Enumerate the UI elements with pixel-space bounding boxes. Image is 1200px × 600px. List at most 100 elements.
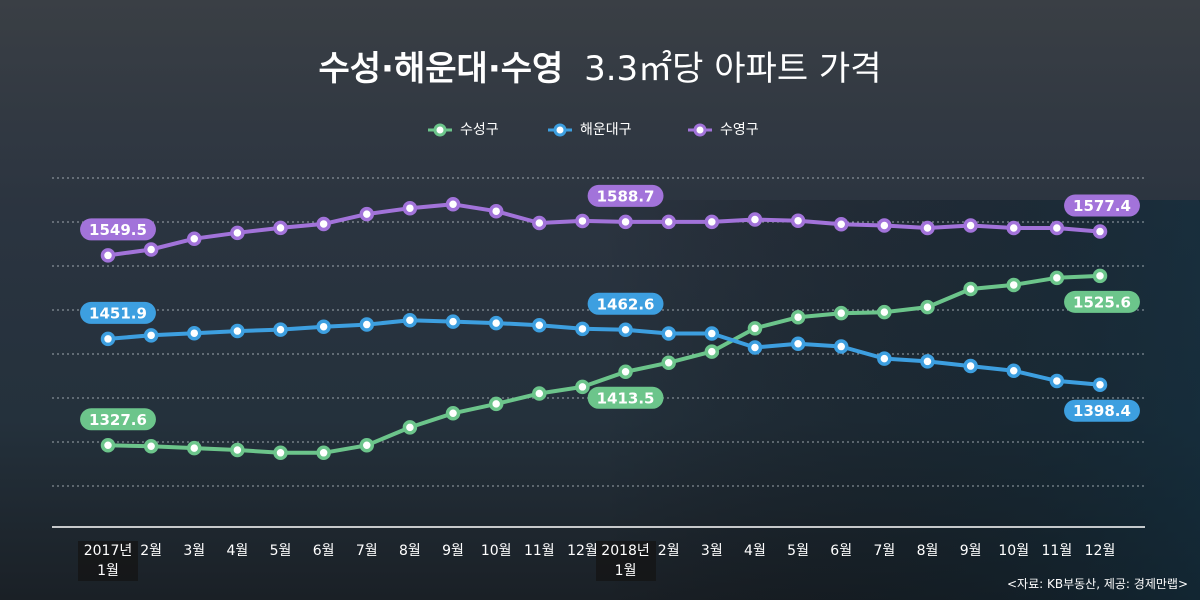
data-point bbox=[575, 321, 590, 337]
value-label-text: 1327.6 bbox=[89, 411, 147, 429]
legend-marker bbox=[433, 123, 447, 137]
legend-label: 수영구 bbox=[720, 122, 759, 138]
chart-title: 수성·해운대·수영 3.3㎡당 아파트 가격 bbox=[319, 49, 882, 89]
value-label-text: 1451.9 bbox=[89, 304, 147, 322]
x-tick-label: 11월 bbox=[1041, 543, 1073, 559]
x-tick-label: 4월 bbox=[744, 543, 766, 559]
data-point bbox=[661, 326, 676, 341]
data-point bbox=[402, 313, 418, 328]
value-label-box bbox=[587, 386, 664, 409]
data-point bbox=[920, 299, 935, 315]
legend-label: 수성구 bbox=[460, 122, 499, 138]
data-point bbox=[402, 420, 418, 435]
value-label-box bbox=[80, 301, 156, 324]
data-point bbox=[359, 438, 375, 453]
data-point bbox=[316, 445, 331, 461]
x-tick-label: 2017년 1월 bbox=[78, 541, 138, 581]
x-tick-label: 6월 bbox=[312, 543, 335, 559]
data-point bbox=[704, 326, 720, 341]
x-tick-label: 12월 bbox=[1084, 543, 1116, 559]
x-tick-label: 9월 bbox=[442, 543, 464, 559]
data-point bbox=[143, 438, 159, 454]
data-point bbox=[963, 281, 978, 297]
data-point bbox=[488, 396, 504, 412]
data-point bbox=[790, 213, 806, 228]
x-tick-label: 5월 bbox=[787, 543, 809, 559]
value-label: 1327.6 bbox=[80, 408, 156, 431]
value-label-text: 1413.5 bbox=[597, 389, 655, 407]
data-point bbox=[187, 231, 202, 246]
legend-marker bbox=[693, 123, 707, 137]
x-tick-label: 9월 bbox=[959, 543, 982, 559]
x-tick-label: 10월 bbox=[480, 543, 512, 559]
value-label: 1577.4 bbox=[1064, 194, 1140, 217]
data-point bbox=[1006, 220, 1021, 236]
x-tick-label: 11월 bbox=[523, 543, 555, 559]
x-tick-label: 7월 bbox=[873, 543, 896, 559]
value-label-box bbox=[587, 184, 664, 207]
data-point bbox=[1049, 270, 1065, 286]
data-point bbox=[747, 212, 763, 227]
data-point bbox=[1092, 224, 1108, 239]
value-label: 1525.6 bbox=[1064, 290, 1140, 313]
x-tick-label: 8월 bbox=[916, 543, 939, 559]
value-label: 1413.5 bbox=[587, 386, 664, 409]
data-point bbox=[100, 331, 116, 347]
value-label-text: 1525.6 bbox=[1073, 293, 1131, 311]
value-label-box bbox=[80, 408, 156, 431]
data-point bbox=[273, 220, 288, 236]
value-label-box bbox=[1064, 290, 1140, 313]
data-point bbox=[488, 203, 504, 219]
data-point bbox=[790, 309, 806, 325]
value-label: 1398.4 bbox=[1064, 399, 1140, 422]
data-point bbox=[143, 328, 159, 343]
title-main: 수성·해운대·수영 bbox=[319, 49, 564, 89]
x-tick-label: 4월 bbox=[226, 543, 249, 559]
value-label-box bbox=[80, 218, 156, 241]
x-tick-label: 10월 bbox=[998, 543, 1030, 559]
x-tick-label: 2018년 1월 bbox=[595, 541, 656, 581]
x-tick-label: 7월 bbox=[355, 543, 378, 559]
value-label-text: 1462.6 bbox=[597, 295, 655, 313]
data-point bbox=[704, 214, 720, 230]
value-label-text: 1549.5 bbox=[89, 221, 147, 239]
x-tick-label: 12월 bbox=[567, 543, 598, 559]
data-point bbox=[747, 340, 763, 355]
data-point bbox=[1092, 377, 1108, 392]
data-point bbox=[877, 304, 892, 320]
source: <자료: KB부동산, 제공: 경제만랩> bbox=[1007, 577, 1188, 591]
x-tick-label: 3월 bbox=[700, 543, 723, 559]
data-point bbox=[1006, 277, 1021, 293]
data-point bbox=[100, 438, 116, 453]
value-label-text: 1398.4 bbox=[1073, 402, 1131, 420]
data-point bbox=[230, 323, 245, 339]
data-point bbox=[230, 442, 245, 458]
x-tick-label: 6월 bbox=[830, 543, 853, 559]
x-tick-label: 3월 bbox=[183, 543, 206, 559]
data-point bbox=[963, 358, 978, 374]
data-point bbox=[532, 317, 547, 333]
data-point bbox=[359, 317, 375, 332]
value-label-text: 1588.7 bbox=[597, 187, 655, 205]
data-point bbox=[1006, 363, 1021, 379]
data-point bbox=[661, 355, 676, 370]
data-point bbox=[445, 314, 461, 329]
data-point bbox=[618, 214, 633, 230]
value-label: 1462.6 bbox=[587, 292, 664, 315]
data-point bbox=[273, 322, 288, 337]
data-point bbox=[618, 364, 633, 380]
data-point bbox=[187, 440, 202, 456]
data-point bbox=[790, 336, 806, 351]
data-point bbox=[618, 322, 633, 338]
data-point bbox=[747, 321, 763, 336]
data-point bbox=[661, 214, 676, 230]
data-point bbox=[143, 242, 159, 257]
value-label: 1451.9 bbox=[80, 301, 156, 324]
value-label-text: 1577.4 bbox=[1073, 197, 1131, 215]
data-point bbox=[359, 206, 375, 222]
data-point bbox=[877, 218, 892, 233]
data-point bbox=[532, 386, 547, 401]
data-point bbox=[704, 344, 720, 359]
data-point bbox=[187, 325, 202, 341]
